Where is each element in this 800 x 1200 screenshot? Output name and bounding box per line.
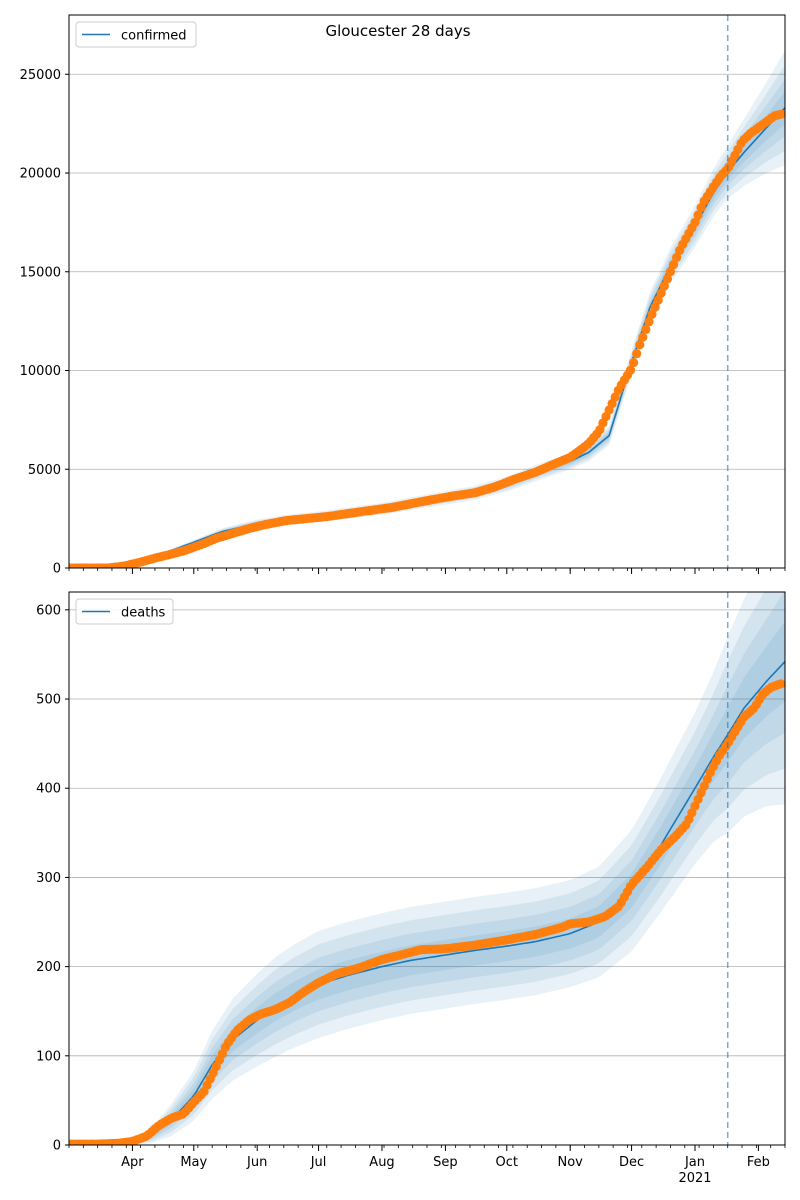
x-tick-label: Jul (310, 1155, 327, 1170)
y-tick-label: 500 (36, 693, 61, 708)
observed-point (665, 267, 676, 277)
x-tick-label: Oct (496, 1155, 518, 1170)
uncertainty-band (69, 592, 785, 1145)
uncertainty-band (69, 64, 785, 568)
x-tick-label: May (180, 1155, 207, 1170)
y-tick-label: 0 (53, 1139, 61, 1154)
confirmed-panel: 0 5000 10000 15000 20000 25000 confirmed (20, 14, 786, 577)
x-tick-label: Sep (433, 1155, 458, 1170)
x-tick-label: Jun (246, 1155, 267, 1170)
observed-point (659, 281, 669, 291)
observed-point (776, 109, 785, 119)
x-tick-label: Aug (369, 1155, 394, 1170)
y-tick-label: 5000 (28, 463, 61, 478)
observed-point (644, 317, 654, 327)
observed-point (656, 288, 666, 298)
legend-box (75, 598, 174, 625)
y-tick-label: 600 (36, 603, 61, 618)
observed-point (650, 302, 660, 312)
chart-title: Gloucester 28 days (325, 22, 470, 40)
x-tick-label: Nov (558, 1155, 584, 1170)
y-tick-label: 10000 (20, 364, 61, 379)
observed-point (629, 358, 639, 368)
observed-point (668, 260, 679, 270)
x-tick-label: Jan (684, 1155, 705, 1170)
y-tick-label: 100 (36, 1049, 61, 1064)
plot-area (69, 592, 785, 1145)
observed-point (653, 295, 663, 305)
uncertainty-band (69, 621, 785, 1145)
deaths-panel: 0 100 200 300 400 500 600 Apr May Jun Jul Aug Sep Oct… (36, 591, 786, 1186)
legend: confirmed (75, 21, 197, 48)
observed-point (672, 252, 682, 263)
x-tick-label: Feb (747, 1155, 770, 1170)
axes-frame (68, 14, 786, 569)
plot-area (69, 50, 785, 568)
observed-point (632, 349, 642, 359)
observed-point (635, 340, 645, 350)
legend-label: confirmed (121, 29, 187, 44)
uncertainty-band (69, 592, 785, 1145)
y-tick-label: 25000 (20, 68, 61, 83)
model-line (69, 661, 785, 1145)
y-tick-label: 200 (36, 960, 61, 975)
y-tick-label: 0 (53, 562, 61, 577)
observed-point (662, 274, 673, 284)
x-tick-sublabel: 2021 (678, 1171, 711, 1186)
legend: deaths (75, 598, 174, 625)
observed-point (625, 365, 636, 375)
y-tick-label: 15000 (20, 265, 61, 280)
legend-box (75, 21, 197, 48)
uncertainty-band (69, 50, 785, 568)
legend-label: deaths (121, 606, 166, 621)
observed-point (638, 332, 648, 342)
observed-point (641, 324, 651, 334)
observed-point (647, 309, 657, 319)
y-tick-label: 20000 (20, 167, 61, 182)
uncertainty-band (69, 592, 785, 1145)
observed-point (693, 210, 703, 220)
y-tick-label: 300 (36, 871, 61, 886)
observed-point (690, 217, 700, 227)
y-tick-label: 400 (36, 782, 61, 797)
observed-point (776, 679, 785, 689)
x-tick-label: Apr (121, 1155, 144, 1170)
x-tick-label: Dec (619, 1155, 644, 1170)
